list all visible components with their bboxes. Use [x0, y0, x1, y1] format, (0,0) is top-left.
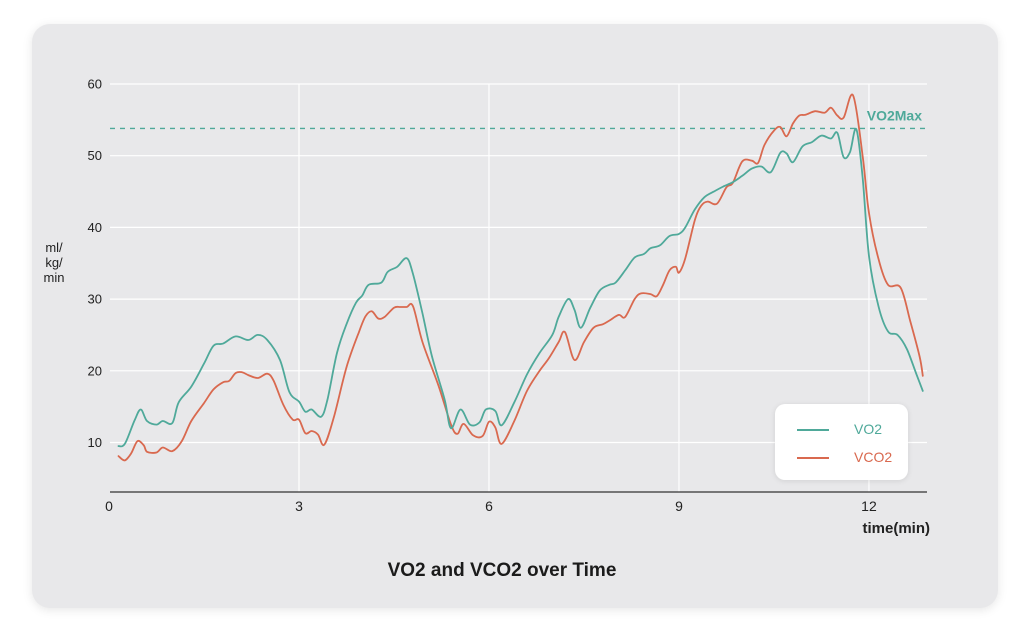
- chart-title: VO2 and VCO2 over Time: [387, 560, 617, 581]
- series-line-vo2: [117, 127, 924, 448]
- tick-labels: 10 20 30 40 50 60 0 3 6 9 12: [88, 77, 877, 515]
- y-axis-label-line: ml/: [45, 240, 63, 255]
- legend-label-vco2: VCO2: [854, 449, 893, 465]
- legend-item-vo2: VO2: [797, 420, 907, 440]
- y-tick-label: 50: [88, 148, 102, 163]
- y-axis-label-line: kg/: [45, 255, 63, 270]
- legend-swatch-vo2: [797, 429, 829, 431]
- y-axis-label: ml/ kg/ min: [34, 240, 74, 285]
- y-tick-label: 10: [88, 435, 102, 450]
- x-axis-label: time(min): [862, 520, 931, 537]
- y-tick-label: 20: [88, 363, 102, 378]
- y-tick-label: 60: [88, 77, 102, 92]
- legend-item-vco2: VCO2: [797, 448, 907, 468]
- x-tick-label: 6: [485, 498, 493, 514]
- x-tick-label: 12: [861, 498, 877, 514]
- series-lines: [117, 93, 924, 462]
- vo2max-label: VO2Max: [867, 107, 922, 123]
- legend-swatch-vco2: [797, 457, 829, 459]
- series-line-vco2: [117, 93, 924, 462]
- x-tick-label: 0: [105, 498, 113, 514]
- x-tick-label: 3: [295, 498, 303, 514]
- y-axis-label-line: min: [43, 270, 65, 285]
- y-tick-label: 40: [88, 220, 102, 235]
- vo2max-reference: VO2Max: [110, 107, 927, 130]
- chart-card: [32, 24, 998, 608]
- y-tick-label: 30: [88, 292, 102, 307]
- x-tick-label: 9: [675, 498, 683, 514]
- legend-label-vo2: VO2: [854, 421, 883, 437]
- legend: VO2 VCO2: [775, 404, 908, 480]
